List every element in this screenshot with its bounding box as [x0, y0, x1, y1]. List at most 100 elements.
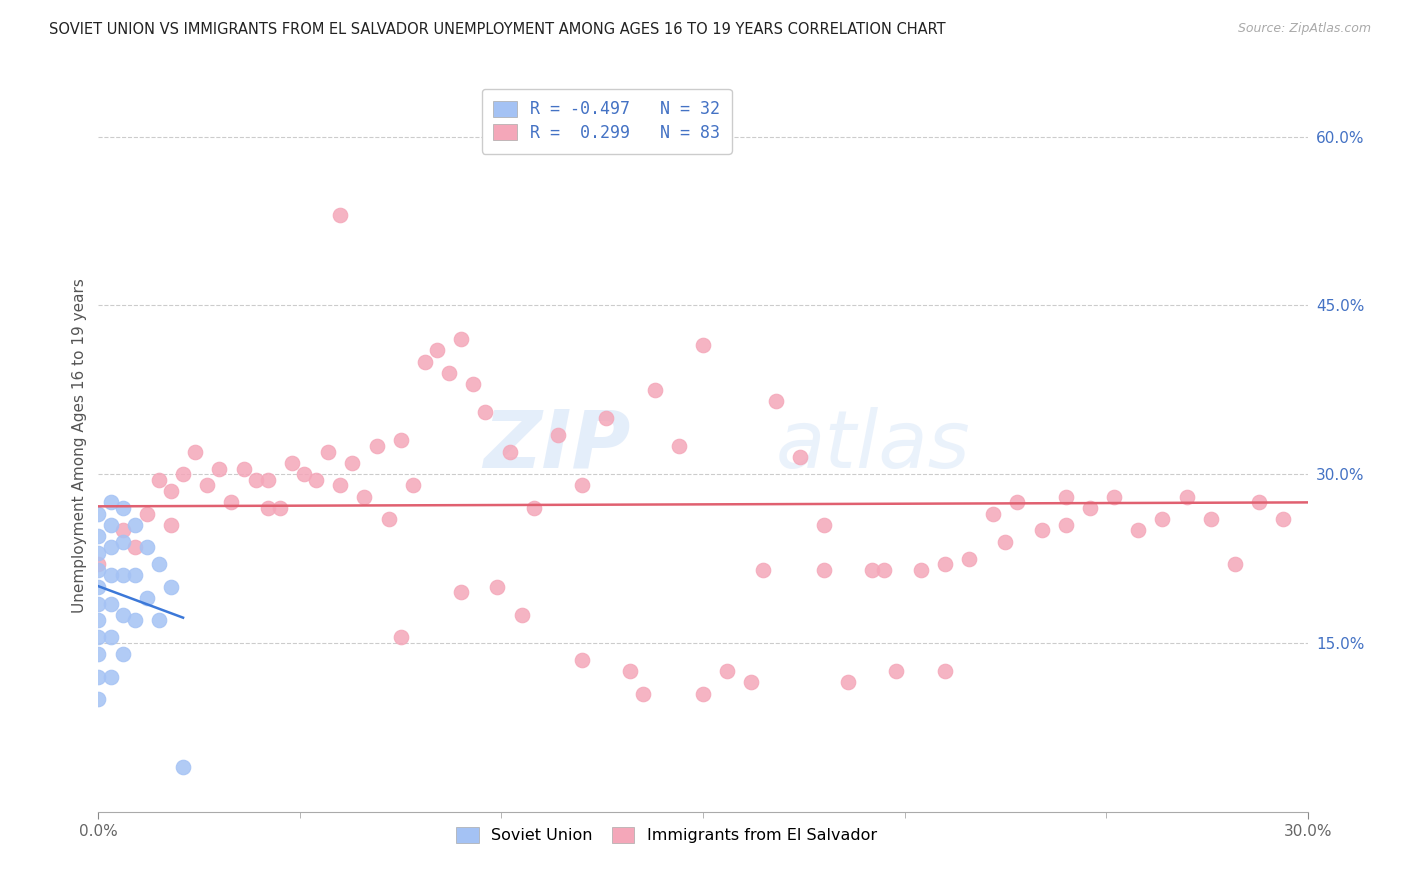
Point [957, 551, 980, 566]
Point [148, 473, 170, 487]
Point [523, 500, 546, 515]
Point [111, 568, 134, 582]
Point [100, 630, 122, 644]
Point [837, 675, 859, 690]
Point [124, 517, 146, 532]
Point [644, 383, 666, 397]
Point [111, 524, 134, 538]
Point [342, 456, 364, 470]
Point [377, 512, 399, 526]
Point [160, 517, 183, 532]
Point [426, 343, 449, 358]
Point [463, 377, 485, 392]
Text: Source: ZipAtlas.com: Source: ZipAtlas.com [1237, 22, 1371, 36]
Point [934, 557, 956, 571]
Point [619, 664, 641, 678]
Point [135, 591, 157, 605]
Point [172, 467, 194, 482]
Point [160, 580, 183, 594]
Point [402, 478, 425, 492]
Point [1054, 490, 1077, 504]
Point [1249, 495, 1271, 509]
Point [413, 354, 436, 368]
Point [100, 541, 122, 555]
Point [886, 664, 908, 678]
Point [934, 664, 956, 678]
Point [450, 585, 472, 599]
Point [87, 597, 110, 611]
Point [111, 500, 134, 515]
Point [87, 647, 110, 661]
Point [910, 563, 932, 577]
Point [437, 366, 460, 380]
Point [87, 580, 110, 594]
Point [366, 439, 388, 453]
Point [124, 568, 146, 582]
Point [1152, 512, 1174, 526]
Point [256, 473, 278, 487]
Point [547, 427, 569, 442]
Point [184, 444, 207, 458]
Point [994, 534, 1017, 549]
Point [1031, 524, 1053, 538]
Point [450, 332, 472, 346]
Point [765, 394, 787, 409]
Point [631, 687, 654, 701]
Point [135, 507, 157, 521]
Point [474, 405, 496, 419]
Point [1272, 512, 1295, 526]
Point [100, 495, 122, 509]
Point [148, 557, 170, 571]
Point [498, 444, 520, 458]
Point [87, 614, 110, 628]
Point [716, 664, 738, 678]
Point [1128, 524, 1150, 538]
Point [100, 568, 122, 582]
Point [595, 410, 617, 425]
Point [111, 534, 134, 549]
Point [571, 478, 593, 492]
Point [752, 563, 775, 577]
Point [269, 500, 291, 515]
Text: SOVIET UNION VS IMMIGRANTS FROM EL SALVADOR UNEMPLOYMENT AMONG AGES 16 TO 19 YEA: SOVIET UNION VS IMMIGRANTS FROM EL SALVA… [49, 22, 946, 37]
Point [860, 563, 883, 577]
Point [208, 461, 231, 475]
Point [486, 580, 509, 594]
Point [1054, 517, 1077, 532]
Point [353, 490, 375, 504]
Y-axis label: Unemployment Among Ages 16 to 19 years: Unemployment Among Ages 16 to 19 years [72, 278, 87, 614]
Point [100, 670, 122, 684]
Point [87, 507, 110, 521]
Point [668, 439, 690, 453]
Point [981, 507, 1004, 521]
Legend: Soviet Union, Immigrants from El Salvador: Soviet Union, Immigrants from El Salvado… [449, 819, 886, 851]
Point [1199, 512, 1222, 526]
Point [245, 473, 267, 487]
Point [1102, 490, 1125, 504]
Point [1175, 490, 1198, 504]
Point [124, 614, 146, 628]
Point [172, 760, 194, 774]
Point [292, 467, 315, 482]
Point [124, 541, 146, 555]
Point [221, 495, 243, 509]
Point [100, 517, 122, 532]
Point [329, 478, 352, 492]
Point [87, 692, 110, 706]
Point [135, 541, 157, 555]
Point [1007, 495, 1029, 509]
Point [692, 687, 714, 701]
Point [1078, 500, 1101, 515]
Point [232, 461, 254, 475]
Point [256, 500, 278, 515]
Point [873, 563, 896, 577]
Point [87, 630, 110, 644]
Point [1223, 557, 1246, 571]
Text: atlas: atlas [776, 407, 970, 485]
Point [111, 647, 134, 661]
Point [87, 529, 110, 543]
Point [692, 337, 714, 351]
Point [510, 607, 533, 622]
Point [160, 483, 183, 498]
Point [195, 478, 218, 492]
